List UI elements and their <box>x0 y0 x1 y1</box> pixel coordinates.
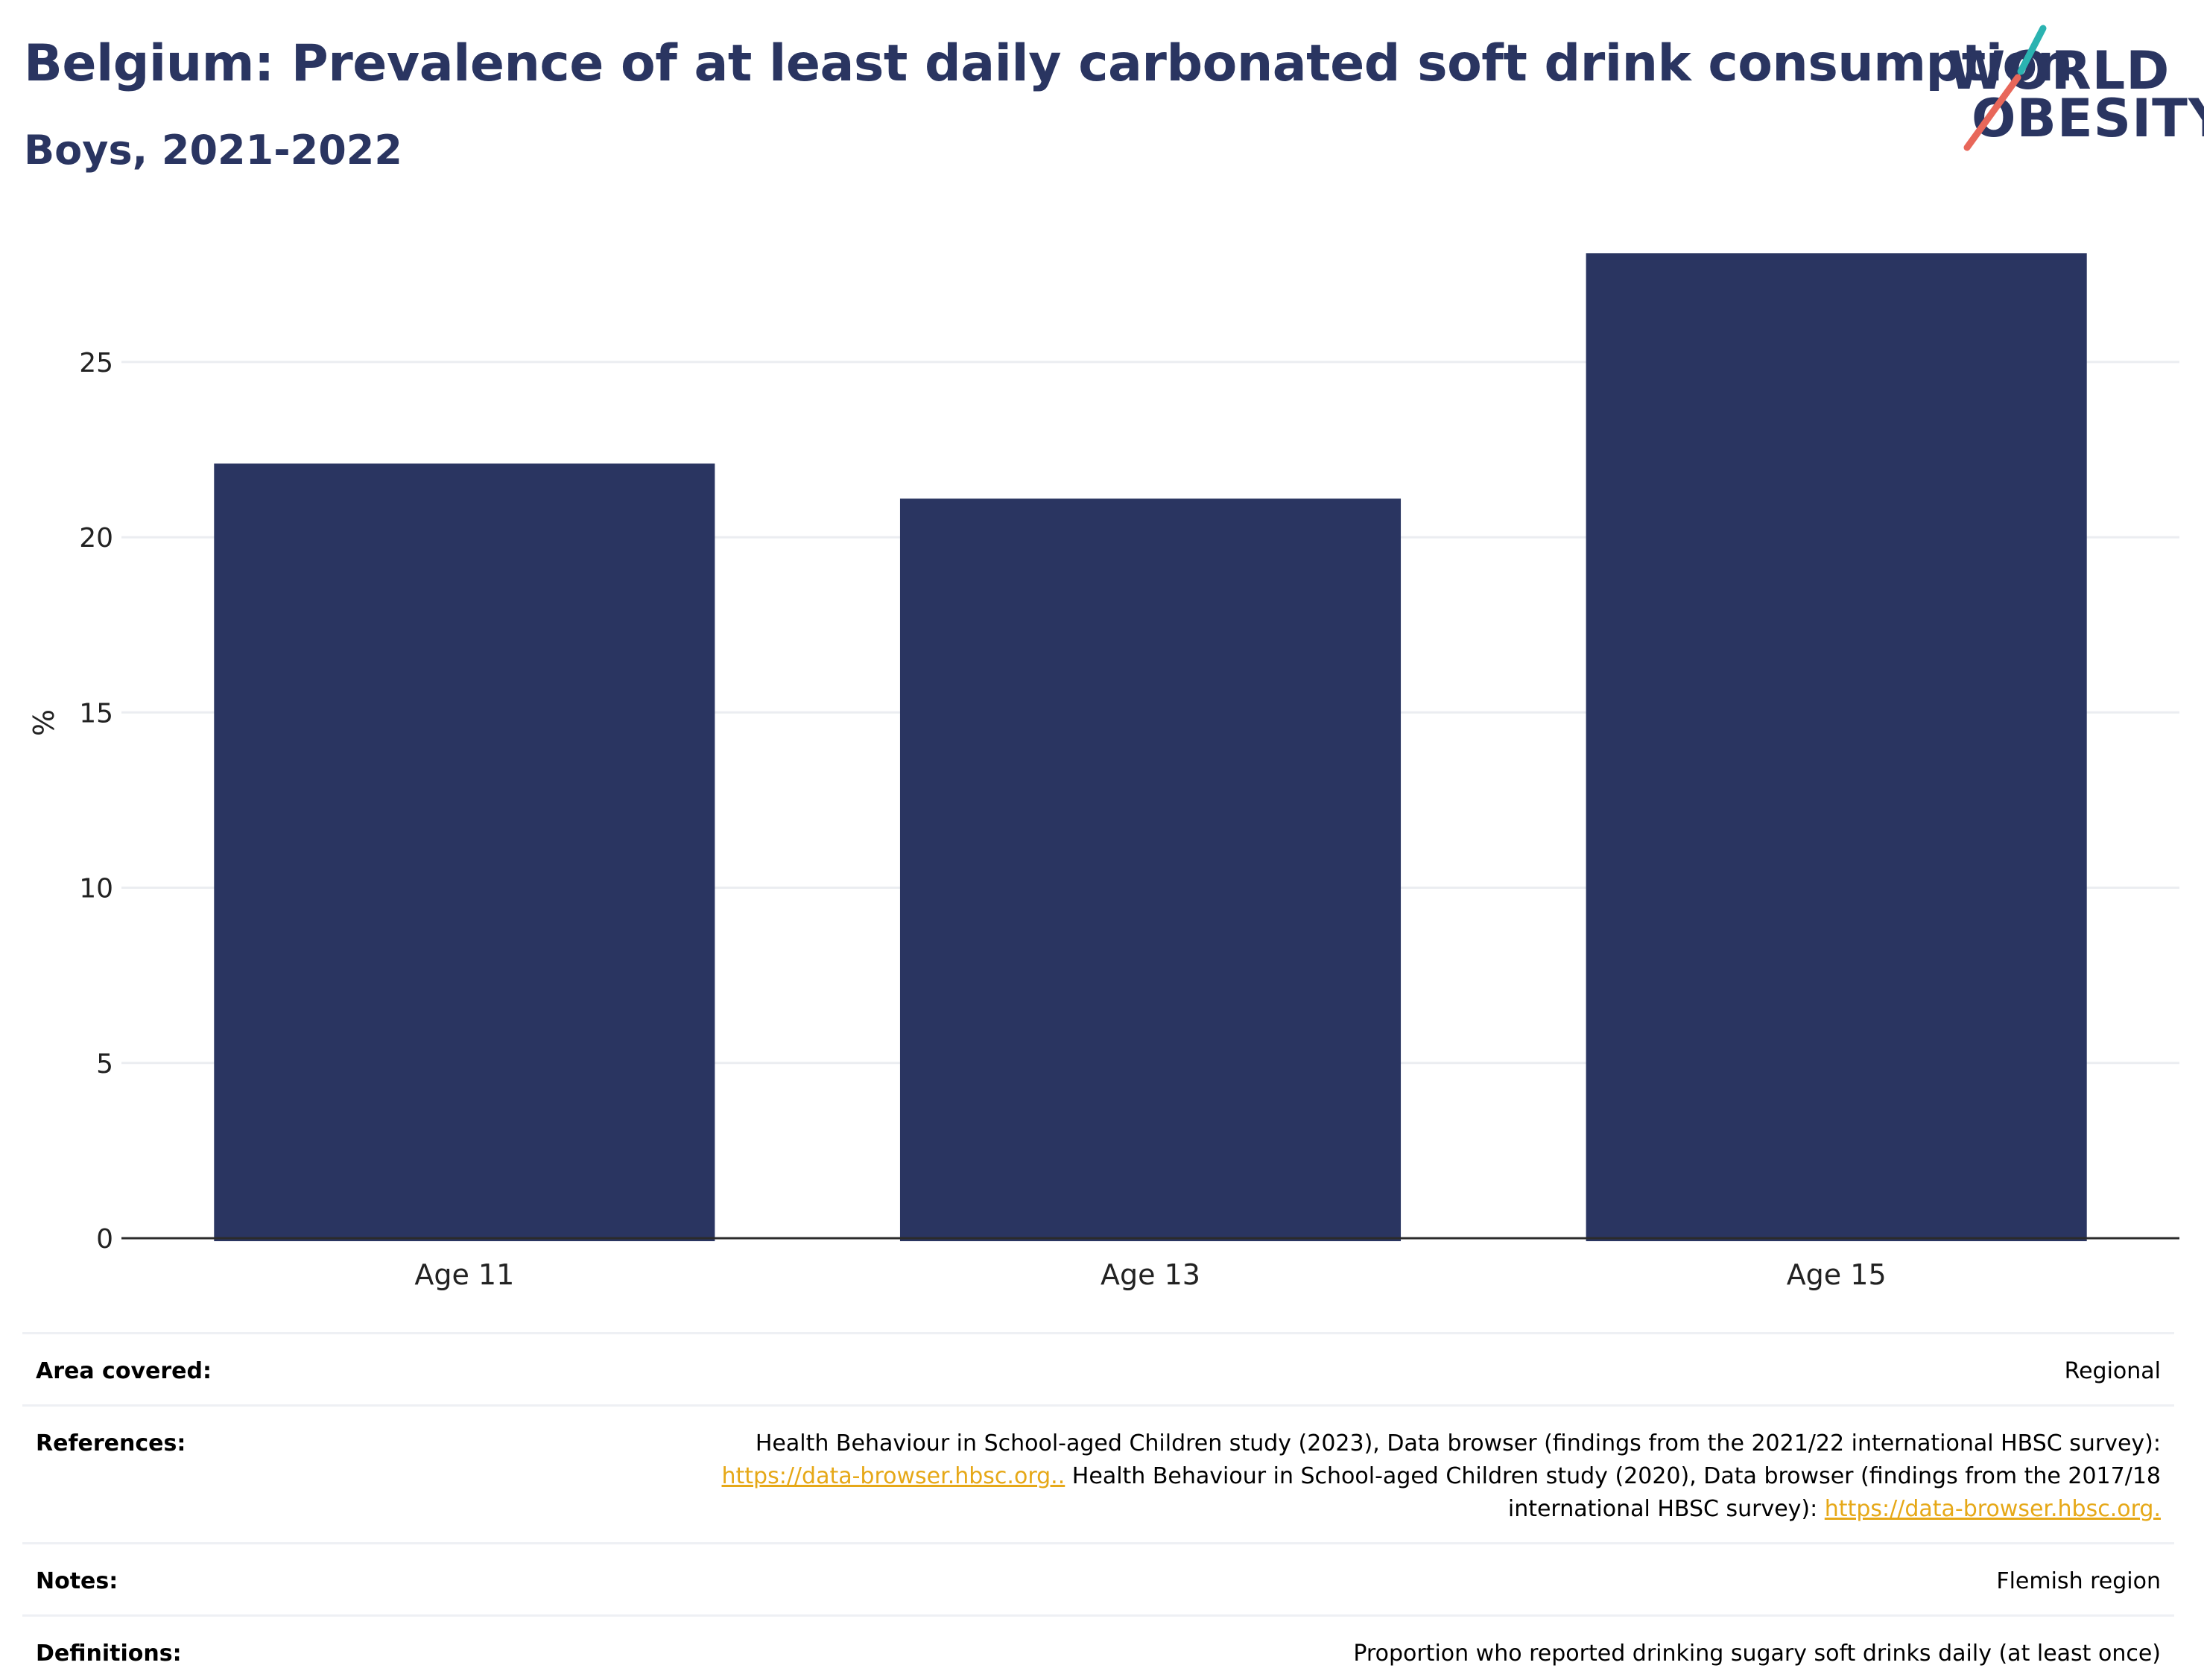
y-tick-labels: 0 5 10 15 20 25 <box>79 348 113 1255</box>
y-tick-label: 5 <box>96 1049 113 1080</box>
logo-text-world: WORLD <box>1948 40 2170 101</box>
bar <box>1586 253 2087 1241</box>
x-tick-label: Age 11 <box>414 1258 514 1291</box>
bar-chart: 0 5 10 15 20 25 Age 11 Age 13 Age 15 % <box>28 253 2179 1291</box>
meta-row-definitions: Definitions: Proportion who reported dri… <box>22 1614 2174 1680</box>
y-tick-label: 20 <box>79 523 113 554</box>
area-covered-value: Regional <box>2064 1358 2161 1384</box>
x-tick-label: Age 13 <box>1101 1258 1200 1291</box>
y-axis-title: % <box>28 709 60 736</box>
notes-label: Notes: <box>36 1568 118 1594</box>
chart-subtitle: Boys, 2021-2022 <box>24 127 402 174</box>
references-label: References: <box>36 1430 186 1456</box>
world-obesity-logo: WORLD OBESITY <box>1945 22 2204 156</box>
y-tick-label: 15 <box>79 698 113 729</box>
y-tick-label: 0 <box>96 1224 113 1255</box>
reference-link-2[interactable]: https://data-browser.hbsc.org. <box>1824 1496 2161 1522</box>
x-tick-labels: Age 11 Age 13 Age 15 <box>414 1258 1886 1291</box>
chart-title: Belgium: Prevalence of at least daily ca… <box>24 34 2073 93</box>
notes-value: Flemish region <box>1996 1568 2161 1594</box>
references-value: Health Behaviour in School-aged Children… <box>596 1427 2162 1526</box>
logo-slash-icon <box>1963 25 2047 151</box>
bar <box>214 463 715 1241</box>
y-tick-label: 25 <box>79 348 113 378</box>
meta-row-references: References: Health Behaviour in School-a… <box>22 1404 2174 1542</box>
logo-text-obesity: OBESITY <box>1972 88 2204 149</box>
meta-row-area: Area covered: Regional <box>22 1332 2174 1404</box>
reference-text-1: Health Behaviour in School-aged Children… <box>755 1430 2161 1456</box>
bar <box>899 498 1402 1241</box>
metadata-table: Area covered: Regional References: Healt… <box>22 1332 2174 1680</box>
definitions-value: Proportion who reported drinking sugary … <box>1353 1641 2161 1667</box>
reference-link-1[interactable]: https://data-browser.hbsc.org.. <box>721 1463 1065 1489</box>
reference-text-2: Health Behaviour in School-aged Children… <box>1071 1463 2161 1522</box>
x-tick-label: Age 15 <box>1787 1258 1887 1291</box>
area-covered-label: Area covered: <box>36 1358 212 1384</box>
y-tick-label: 10 <box>79 874 113 904</box>
definitions-label: Definitions: <box>36 1641 182 1667</box>
bars <box>214 253 2087 1241</box>
meta-row-notes: Notes: Flemish region <box>22 1542 2174 1614</box>
